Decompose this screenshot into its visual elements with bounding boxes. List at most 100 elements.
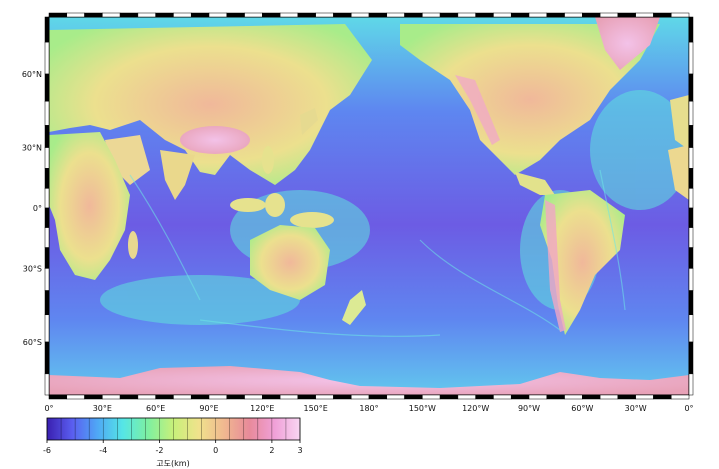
- colorbar-tick-label: -2: [155, 446, 163, 455]
- border-segment: [387, 13, 405, 17]
- tibetan-plateau: [180, 126, 250, 154]
- border-segment: [156, 13, 174, 17]
- border-segment: [156, 395, 174, 399]
- colorbar-tick-label: 3: [297, 446, 302, 455]
- border-segment: [387, 395, 405, 399]
- border-segment: [316, 395, 334, 399]
- border-segment: [45, 374, 49, 395]
- border-segment: [45, 268, 49, 290]
- border-segment: [369, 395, 387, 399]
- border-segment: [636, 13, 654, 17]
- border-segment: [458, 13, 476, 17]
- border-segment: [45, 228, 49, 248]
- border-segment: [476, 395, 494, 399]
- border-segment: [689, 342, 693, 374]
- border-segment: [600, 395, 618, 399]
- border-segment: [191, 395, 209, 399]
- border-segment: [689, 125, 693, 147]
- border-segment: [405, 395, 423, 399]
- border-segment: [45, 342, 49, 374]
- latitude-labels: 60°N30°N0°30°S60°S: [22, 70, 42, 347]
- border-segment: [636, 395, 654, 399]
- border-segment: [689, 248, 693, 269]
- border-segment: [102, 395, 120, 399]
- border-segment: [245, 13, 263, 17]
- border-segment: [618, 13, 636, 17]
- border-segment: [245, 395, 263, 399]
- latitude-label: 60°N: [22, 70, 42, 79]
- colorbar-tick-label: 2: [269, 446, 274, 455]
- border-segment: [476, 13, 494, 17]
- border-segment: [351, 395, 369, 399]
- border-segment: [653, 395, 671, 399]
- border-segment: [45, 168, 49, 188]
- border-segment: [565, 395, 583, 399]
- longitude-label: 0°: [44, 404, 53, 413]
- border-segment: [49, 395, 67, 399]
- border-segment: [529, 13, 547, 17]
- border-segment: [351, 13, 369, 17]
- border-segment: [120, 395, 138, 399]
- border-segment: [85, 395, 103, 399]
- border-segment: [45, 42, 49, 74]
- border-segment: [173, 395, 191, 399]
- border-segment: [45, 125, 49, 147]
- border-segment: [440, 395, 458, 399]
- longitude-label: 30°W: [625, 404, 647, 413]
- colorbar-labels: -6 -4 -2 0 2 3: [43, 446, 303, 455]
- border-segment: [565, 13, 583, 17]
- colorbar-tick-label: 0: [213, 446, 218, 455]
- border-segment: [689, 188, 693, 208]
- border-segment: [582, 13, 600, 17]
- border-segment: [618, 395, 636, 399]
- longitude-labels: 0° 30°E 60°E 90°E 120°E 150°E 180° 150°W 120°W 90…: [44, 404, 693, 413]
- border-segment: [45, 148, 49, 169]
- longitude-label: 150°W: [409, 404, 436, 413]
- border-segment: [45, 74, 49, 101]
- longitude-label: 60°E: [146, 404, 165, 413]
- border-segment: [138, 395, 156, 399]
- border-segment: [689, 74, 693, 101]
- border-segment: [45, 248, 49, 269]
- latitude-label: 0°: [33, 204, 42, 213]
- border-segment: [316, 13, 334, 17]
- border-segment: [582, 395, 600, 399]
- border-segment: [85, 13, 103, 17]
- longitude-label: 120°E: [250, 404, 274, 413]
- border-segment: [689, 17, 693, 42]
- map-panel[interactable]: [30, 13, 693, 399]
- border-segment: [298, 13, 316, 17]
- border-segment: [547, 13, 565, 17]
- border-segment: [369, 13, 387, 17]
- border-segment: [440, 13, 458, 17]
- border-segment: [333, 395, 351, 399]
- border-segment: [191, 13, 209, 17]
- border-segment: [689, 148, 693, 169]
- border-segment: [173, 13, 191, 17]
- longitude-label: 150°E: [304, 404, 328, 413]
- border-segment: [120, 13, 138, 17]
- border-segment: [262, 13, 280, 17]
- border-segment: [689, 101, 693, 125]
- border-segment: [49, 13, 67, 17]
- colorbar-tick-label: -6: [43, 446, 51, 455]
- border-segment: [262, 395, 280, 399]
- latitude-label: 30°N: [22, 144, 42, 153]
- border-segment: [45, 188, 49, 208]
- border-segment: [227, 13, 245, 17]
- madagascar: [128, 231, 138, 259]
- border-segment: [227, 395, 245, 399]
- border-segment: [280, 13, 298, 17]
- latitude-label: 60°S: [23, 338, 42, 347]
- colorbar-title: 고도(km): [156, 459, 189, 468]
- border-segment: [653, 13, 671, 17]
- border-segment: [422, 13, 440, 17]
- border-segment: [689, 268, 693, 290]
- border-segment: [671, 13, 689, 17]
- longitude-label: 120°W: [462, 404, 489, 413]
- border-segment: [511, 395, 529, 399]
- border-segment: [138, 13, 156, 17]
- border-segment: [422, 395, 440, 399]
- border-segment: [333, 13, 351, 17]
